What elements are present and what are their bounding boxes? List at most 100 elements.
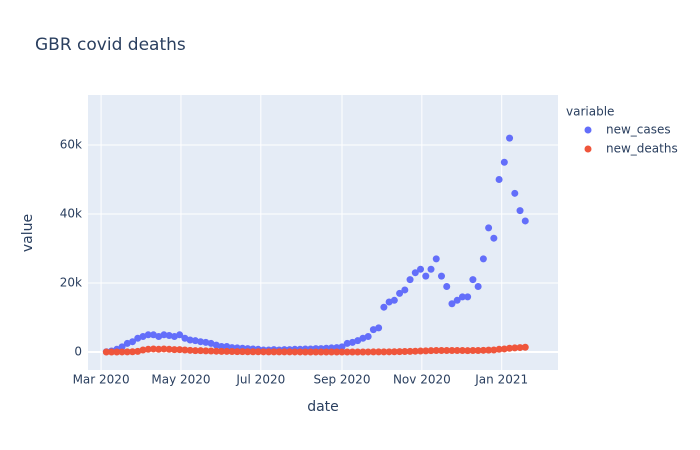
- data-point: [155, 345, 163, 353]
- data-point: [495, 345, 503, 353]
- data-point: [338, 343, 346, 351]
- data-point: [469, 276, 477, 284]
- y-tick-label: 40k: [60, 207, 82, 221]
- data-point: [149, 345, 157, 353]
- data-point: [458, 347, 466, 355]
- data-point: [406, 347, 414, 355]
- data-point: [186, 336, 194, 344]
- data-point: [165, 331, 173, 339]
- data-point: [406, 276, 414, 284]
- data-point: [228, 348, 236, 356]
- data-point: [270, 348, 278, 356]
- data-point: [134, 347, 142, 355]
- data-point: [448, 347, 456, 355]
- data-point: [354, 348, 362, 356]
- data-point: [197, 347, 205, 355]
- x-tick-label: May 2020: [151, 373, 210, 387]
- grid: 0 20k 40k 60k Mar 2020 May 2020 Jul 2020 Sep 20…: [60, 95, 558, 387]
- data-point: [181, 346, 189, 354]
- data-point: [144, 345, 152, 353]
- data-point: [506, 134, 514, 142]
- data-point: [396, 348, 404, 356]
- x-tick-label: Sep 2020: [313, 373, 370, 387]
- data-point: [422, 272, 430, 280]
- data-point: [380, 303, 388, 311]
- y-tick-label: 0: [74, 345, 82, 359]
- data-point: [521, 217, 529, 225]
- x-tick-label: Mar 2020: [73, 373, 130, 387]
- data-point: [249, 348, 257, 356]
- data-point: [390, 296, 398, 304]
- legend-title: variable: [566, 105, 614, 119]
- data-point: [364, 333, 372, 341]
- data-point: [453, 296, 461, 304]
- data-point: [170, 346, 178, 354]
- legend-marker[interactable]: [584, 145, 592, 153]
- data-point: [307, 348, 315, 356]
- data-point: [202, 347, 210, 355]
- data-point: [369, 348, 377, 356]
- data-point: [212, 341, 220, 349]
- x-tick-label: Nov 2020: [393, 373, 451, 387]
- data-point: [401, 348, 409, 356]
- legend-marker[interactable]: [584, 126, 592, 134]
- data-point: [108, 348, 116, 356]
- data-point: [348, 348, 356, 356]
- x-tick-label: Jul 2020: [235, 373, 285, 387]
- data-point: [265, 348, 273, 356]
- data-point: [139, 346, 147, 354]
- data-point: [191, 347, 199, 355]
- data-point: [202, 338, 210, 346]
- data-point: [197, 338, 205, 346]
- data-point: [422, 347, 430, 355]
- data-point: [469, 347, 477, 355]
- data-point: [218, 343, 226, 351]
- data-point: [364, 348, 372, 356]
- data-point: [312, 348, 320, 356]
- data-point: [359, 348, 367, 356]
- data-point: [443, 347, 451, 355]
- data-point: [280, 348, 288, 356]
- data-point: [144, 331, 152, 339]
- data-point: [458, 293, 466, 301]
- y-tick-label: 60k: [60, 138, 82, 152]
- data-point: [165, 345, 173, 353]
- legend-label[interactable]: new_cases: [606, 123, 671, 137]
- data-point: [118, 348, 126, 356]
- data-point: [380, 348, 388, 356]
- legend: new_cases new_deaths: [584, 123, 678, 156]
- data-point: [275, 348, 283, 356]
- data-point: [485, 224, 493, 232]
- marks: [102, 134, 529, 356]
- data-point: [396, 289, 404, 297]
- y-tick-label: 20k: [60, 276, 82, 290]
- data-point: [511, 344, 519, 352]
- data-point: [427, 347, 435, 355]
- data-point: [254, 348, 262, 356]
- data-point: [495, 176, 503, 184]
- data-point: [233, 348, 241, 356]
- data-point: [453, 347, 461, 355]
- data-point: [291, 348, 299, 356]
- data-point: [385, 348, 393, 356]
- legend-label[interactable]: new_deaths: [606, 142, 678, 156]
- data-point: [511, 189, 519, 197]
- data-point: [223, 347, 231, 355]
- data-point: [118, 343, 126, 351]
- data-point: [186, 346, 194, 354]
- data-point: [437, 347, 445, 355]
- data-point: [464, 293, 472, 301]
- data-point: [223, 343, 231, 351]
- data-point: [317, 348, 325, 356]
- data-point: [411, 347, 419, 355]
- data-point: [390, 348, 398, 356]
- data-point: [343, 339, 351, 347]
- data-point: [479, 346, 487, 354]
- data-point: [474, 282, 482, 290]
- data-point: [437, 272, 445, 280]
- data-point: [427, 265, 435, 273]
- data-point: [259, 348, 267, 356]
- data-point: [212, 347, 220, 355]
- data-point: [516, 344, 524, 352]
- data-point: [322, 348, 330, 356]
